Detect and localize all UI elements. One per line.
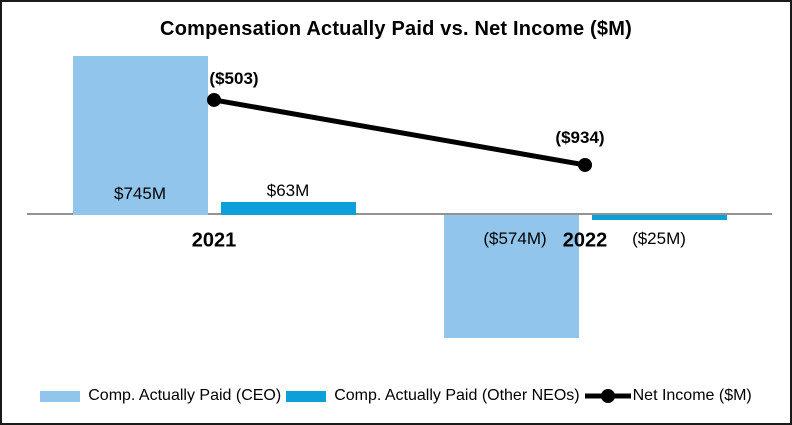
legend-swatch-ceo (40, 390, 81, 402)
bar-label-other-neos-2021: $63M (266, 180, 310, 200)
x-axis-line (27, 213, 772, 215)
legend-item-other-neos: Comp. Actually Paid (Other NEOs) (286, 387, 580, 405)
bar-other-neos-2022 (591, 215, 727, 221)
bar-label-ceo-2021: $745M (114, 184, 166, 203)
legend-item-net-income: Net Income ($M) (584, 387, 752, 405)
legend-item-ceo: Comp. Actually Paid (CEO) (40, 387, 281, 405)
x-tick-label-2021: 2021 (191, 229, 237, 252)
net-income-label-2022: ($934) (555, 127, 605, 147)
legend: Comp. Actually Paid (CEO) Comp. Actually… (2, 385, 790, 407)
legend-label-net-income: Net Income ($M) (632, 387, 752, 404)
net-income-label-2021: ($503) (209, 68, 259, 88)
bar-label-other-neos-2022: ($25M) (632, 229, 686, 248)
legend-label-other-neos: Comp. Actually Paid (Other NEOs) (334, 387, 580, 404)
bar-ceo-2021 (72, 56, 208, 215)
legend-swatch-other-neos (286, 390, 327, 402)
net-income-line (213, 97, 586, 168)
bar-other-neos-2021 (220, 201, 356, 215)
net-income-point-2021 (207, 92, 221, 107)
bar-ceo-2022 (443, 215, 579, 338)
bar-label-ceo-2022: ($574M) (483, 229, 547, 248)
net-income-line-icon (584, 389, 631, 403)
chart-title: Compensation Actually Paid vs. Net Incom… (160, 18, 632, 40)
x-tick-label-2022: 2022 (562, 229, 608, 252)
net-income-point-2022 (578, 157, 592, 172)
legend-label-ceo: Comp. Actually Paid (CEO) (88, 387, 282, 404)
